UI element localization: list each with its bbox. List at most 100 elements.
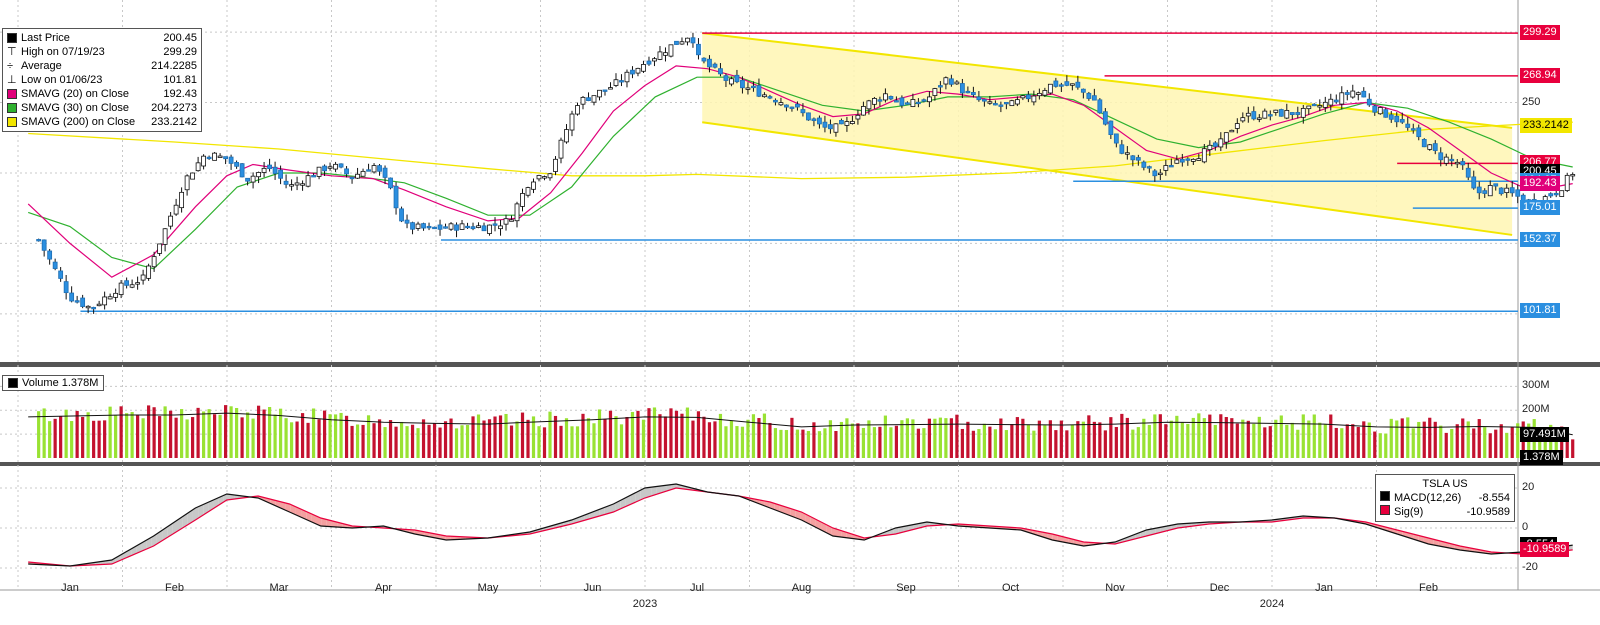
volume-bar xyxy=(1445,433,1448,458)
volume-bar xyxy=(768,423,771,458)
candle-body xyxy=(1131,156,1135,160)
month-label: Oct xyxy=(1002,582,1019,594)
candle-body xyxy=(817,118,821,124)
candle-body xyxy=(999,105,1003,107)
candle-body xyxy=(1213,143,1217,147)
volume-bar xyxy=(647,408,650,458)
volume-bar xyxy=(1324,424,1327,458)
volume-bar xyxy=(422,419,425,458)
month-label: Feb xyxy=(1419,582,1438,594)
legend-value: 233.2142 xyxy=(151,115,197,129)
candle-body xyxy=(1153,171,1157,176)
candle-body xyxy=(48,251,52,259)
volume-bar xyxy=(609,411,612,458)
candle-body xyxy=(850,121,854,123)
month-label: Dec xyxy=(1210,582,1230,594)
candle-body xyxy=(878,100,882,102)
volume-bar xyxy=(257,406,260,458)
candle-body xyxy=(147,266,151,278)
volume-bar xyxy=(1269,426,1272,458)
volume-bar xyxy=(1478,419,1481,458)
candle-body xyxy=(1499,188,1503,194)
candle-body xyxy=(757,86,761,97)
candle-body xyxy=(982,99,986,101)
volume-bar xyxy=(1280,415,1283,458)
candle-body xyxy=(444,227,448,229)
candle-body xyxy=(674,41,678,44)
month-label: Mar xyxy=(270,582,289,594)
candle-body xyxy=(141,275,145,280)
volume-bar xyxy=(983,424,986,458)
legend-label: SMAVG (20) on Close xyxy=(21,87,129,101)
candle-body xyxy=(1285,110,1289,118)
candle-body xyxy=(493,224,497,226)
candle-body xyxy=(119,283,123,295)
candle-body xyxy=(1477,187,1481,193)
candle-body xyxy=(1219,139,1223,147)
volume-bar xyxy=(1406,417,1409,458)
legend-value: -8.554 xyxy=(1479,491,1510,505)
candle-body xyxy=(103,297,107,305)
volume-bar xyxy=(54,419,57,458)
candle-body xyxy=(867,101,871,109)
candle-body xyxy=(1483,191,1487,194)
month-label: Jun xyxy=(584,582,602,594)
candle-body xyxy=(1070,84,1074,86)
volume-bar xyxy=(1219,414,1222,458)
volume-bar xyxy=(306,423,309,458)
volume-bar xyxy=(1109,417,1112,458)
candle-body xyxy=(191,173,195,179)
candle-body xyxy=(1323,102,1327,107)
candle-body xyxy=(658,52,662,60)
macd-tick-label: 20 xyxy=(1522,481,1534,493)
volume-bar xyxy=(427,425,430,458)
volume-bar xyxy=(312,408,315,458)
month-label: May xyxy=(478,582,499,594)
volume-bar xyxy=(191,417,194,458)
candle-body xyxy=(1169,165,1173,167)
volume-bar xyxy=(65,410,68,458)
volume-bar xyxy=(636,411,639,458)
volume-bar xyxy=(1010,424,1013,458)
volume-bar xyxy=(229,406,232,458)
volume-bar xyxy=(1285,425,1288,458)
volume-bar xyxy=(1329,414,1332,458)
volume-bar xyxy=(620,424,623,458)
candle-body xyxy=(1400,119,1404,122)
candle-body xyxy=(1554,193,1558,195)
candle-body xyxy=(1444,157,1448,163)
month-label: Feb xyxy=(165,582,184,594)
volume-bar xyxy=(680,414,683,458)
volume-bar xyxy=(1571,439,1574,458)
candle-body xyxy=(422,224,426,228)
candle-body xyxy=(449,224,453,229)
candle-body xyxy=(1136,158,1140,161)
volume-tick-label: 200M xyxy=(1522,403,1550,415)
candle-body xyxy=(229,157,233,163)
volume-bar xyxy=(939,418,942,458)
volume-bar xyxy=(559,426,562,458)
volume-bar xyxy=(444,421,447,458)
candle-body xyxy=(944,78,948,84)
legend-signal: Sig(9)-10.9589 xyxy=(1380,505,1510,519)
volume-bar xyxy=(1120,414,1123,458)
month-label: Jul xyxy=(690,582,704,594)
volume-bar xyxy=(812,422,815,458)
candle-body xyxy=(977,97,981,100)
volume-bar xyxy=(142,418,145,458)
volume-bar xyxy=(43,408,46,458)
volume-bar xyxy=(587,418,590,458)
volume-bar xyxy=(598,409,601,458)
candle-body xyxy=(532,182,536,189)
candle-body xyxy=(966,91,970,93)
volume-bar xyxy=(664,416,667,458)
candle-body xyxy=(1318,106,1322,108)
candle-body xyxy=(1450,159,1454,161)
candle-body xyxy=(641,64,645,71)
volume-bar xyxy=(642,420,645,458)
candle-body xyxy=(543,177,547,179)
candle-body xyxy=(411,223,415,230)
volume-bar xyxy=(273,415,276,458)
volume-bar xyxy=(801,430,804,458)
volume-bar xyxy=(1346,424,1349,458)
